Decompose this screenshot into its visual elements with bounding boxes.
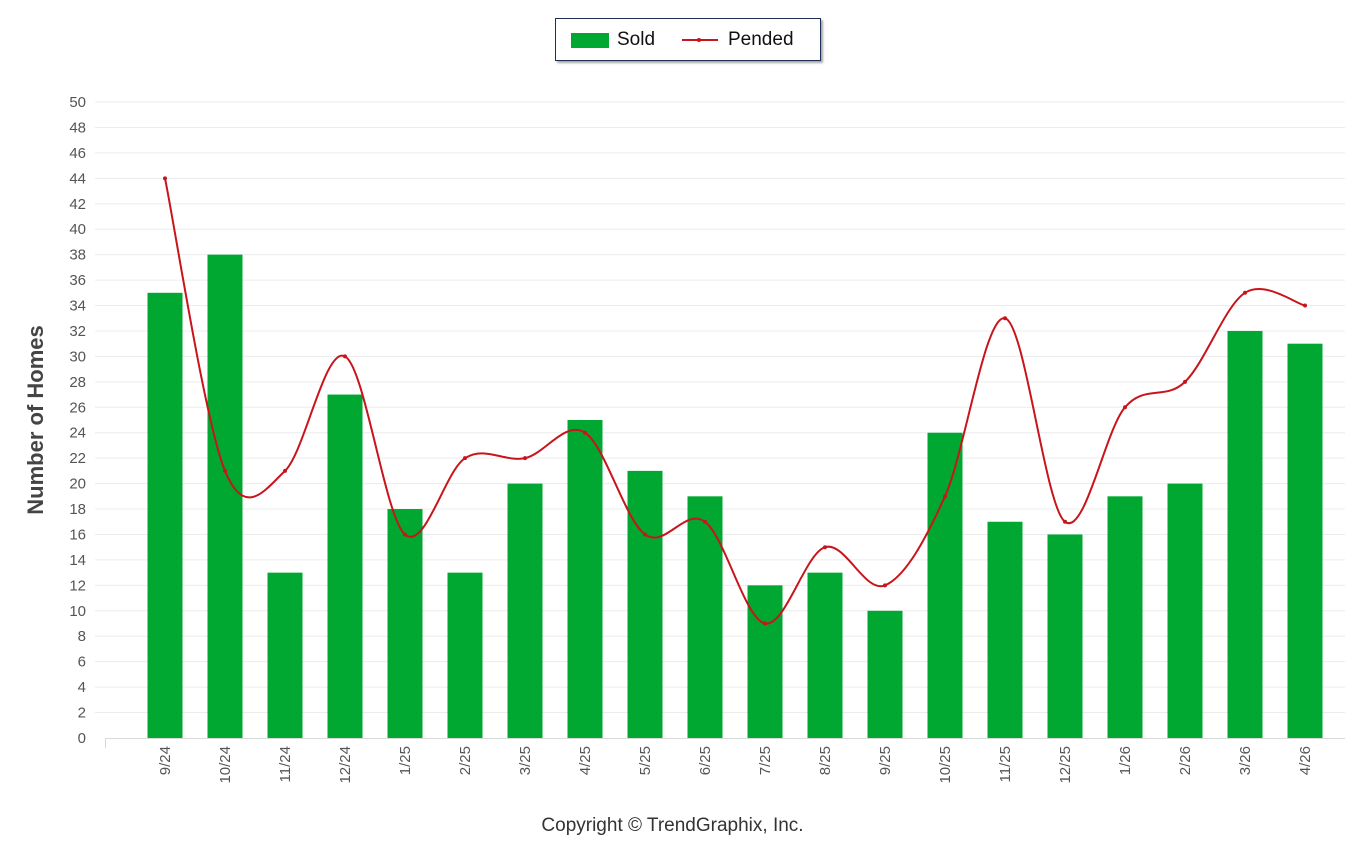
x-tick-label: 9/24 — [157, 746, 174, 775]
pended-point — [1123, 405, 1127, 410]
pended-point — [223, 468, 227, 473]
y-tick-label: 24 — [69, 425, 86, 442]
sold-bar — [267, 572, 303, 738]
sold-bars — [147, 254, 1323, 738]
legend: Sold Pended — [555, 18, 821, 61]
sold-bar — [507, 483, 543, 738]
y-tick-label: 20 — [69, 476, 86, 493]
sold-bar — [867, 610, 903, 738]
pended-point — [1003, 316, 1007, 321]
y-tick-label: 46 — [69, 145, 86, 162]
sold-bar — [747, 585, 783, 738]
x-tick-label: 9/25 — [877, 746, 894, 775]
pended-series-line — [164, 178, 1306, 625]
y-tick-label: 40 — [69, 221, 86, 238]
x-tick-label: 6/25 — [697, 746, 714, 775]
pended-point — [1243, 290, 1247, 295]
pended-point — [943, 494, 947, 499]
x-tick-label: 12/24 — [337, 746, 354, 784]
x-tick-label: 2/25 — [457, 746, 474, 775]
y-tick-label: 18 — [69, 501, 86, 518]
y-tick-label: 42 — [69, 196, 86, 213]
y-tick-label: 12 — [69, 577, 86, 594]
x-tick-label: 3/26 — [1237, 746, 1254, 775]
sold-bar — [927, 432, 963, 738]
sold-bar — [1047, 534, 1083, 738]
sold-bar — [1107, 496, 1143, 738]
pended-point — [523, 456, 527, 461]
pended-point — [1063, 519, 1067, 524]
sold-bar — [627, 470, 663, 738]
y-tick-label: 4 — [78, 679, 86, 696]
sold-bar — [147, 292, 183, 738]
y-tick-label: 8 — [78, 628, 86, 645]
pended-point — [463, 456, 467, 461]
y-tick-label: 2 — [78, 705, 86, 722]
x-tick-label: 11/25 — [997, 746, 1014, 782]
pended-point — [343, 354, 347, 359]
pended-point — [403, 532, 407, 537]
sold-bar — [1287, 343, 1323, 738]
sold-bar — [1227, 330, 1263, 738]
y-tick-label: 30 — [69, 348, 86, 365]
sold-bar — [987, 521, 1023, 738]
y-tick-label: 28 — [69, 374, 86, 391]
legend-pended-label: Pended — [728, 29, 794, 50]
y-tick-labels: 0246810121416182022242628303234363840424… — [69, 94, 86, 747]
sold-bar — [807, 572, 843, 738]
pended-point — [1183, 379, 1187, 384]
sold-bar — [567, 420, 603, 738]
pended-point — [763, 621, 767, 626]
x-tick-label: 8/25 — [817, 746, 834, 775]
x-tick-label: 7/25 — [757, 746, 774, 775]
y-tick-label: 44 — [69, 170, 86, 187]
x-tick-label: 5/25 — [637, 746, 654, 775]
x-tick-label: 11/24 — [277, 746, 294, 782]
x-tick-label: 12/25 — [1057, 746, 1074, 784]
x-tick-label: 1/25 — [397, 746, 414, 775]
copyright-text: Copyright © TrendGraphix, Inc. — [541, 815, 804, 836]
sold-bar — [1167, 483, 1203, 738]
x-tick-label: 2/26 — [1177, 746, 1194, 775]
y-tick-label: 22 — [69, 450, 86, 467]
x-tick-label: 4/26 — [1297, 746, 1314, 775]
sold-bar — [447, 572, 483, 738]
pended-point — [823, 545, 827, 550]
x-tick-label: 1/26 — [1117, 746, 1134, 775]
pended-point — [883, 583, 887, 588]
x-tick-label: 4/25 — [577, 746, 594, 775]
legend-sold-swatch — [571, 33, 609, 48]
x-tick-label: 3/25 — [517, 746, 534, 775]
legend-sold-label: Sold — [617, 29, 656, 50]
sold-bar — [207, 254, 243, 738]
y-tick-label: 16 — [69, 526, 86, 543]
x-tick-label: 10/25 — [937, 746, 954, 784]
legend-pended-marker — [697, 38, 701, 42]
pended-point — [163, 176, 167, 181]
y-tick-label: 34 — [69, 298, 86, 315]
y-tick-label: 48 — [69, 119, 86, 136]
pended-line — [163, 176, 1307, 626]
y-tick-label: 14 — [69, 552, 86, 569]
pended-point — [1303, 303, 1307, 308]
sold-bar — [687, 496, 723, 738]
sold-bar — [387, 509, 423, 738]
y-tick-label: 0 — [78, 730, 86, 747]
y-tick-label: 26 — [69, 399, 86, 416]
x-tick-label: 10/24 — [217, 746, 234, 784]
y-tick-label: 32 — [69, 323, 86, 340]
x-tick-labels: 9/24 10/24 11/24 12/24 1/25 2/25 3/25 4/25 5/25 6… — [157, 746, 1314, 784]
y-tick-label: 50 — [69, 94, 86, 111]
y-tick-label: 36 — [69, 272, 86, 289]
y-tick-label: 38 — [69, 247, 86, 264]
pended-point — [583, 430, 587, 435]
pended-point — [643, 532, 647, 537]
y-axis-label: Number of Homes — [23, 325, 48, 515]
pended-point — [283, 468, 287, 473]
y-tick-label: 6 — [78, 654, 86, 671]
sold-bar — [327, 394, 363, 738]
pended-point — [703, 519, 707, 524]
y-tick-label: 10 — [69, 603, 86, 620]
